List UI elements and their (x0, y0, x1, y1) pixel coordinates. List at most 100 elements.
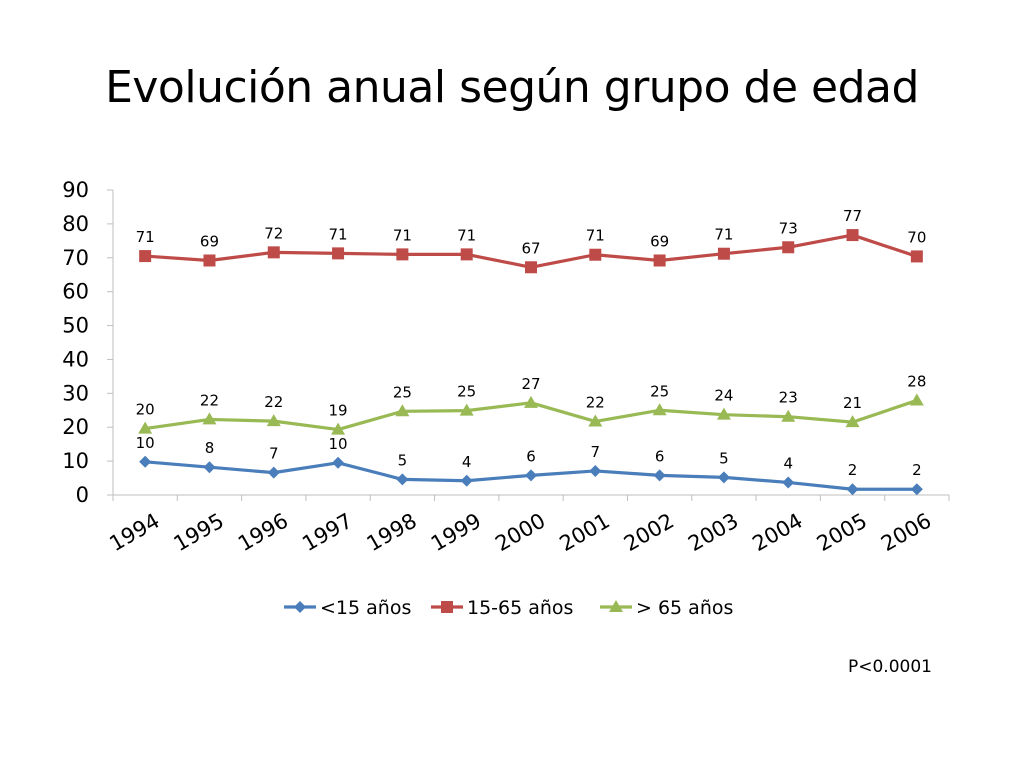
data-label: 22 (200, 391, 219, 409)
x-tick-label: 2004 (748, 509, 806, 557)
data-label: 71 (329, 225, 348, 243)
data-point (846, 229, 859, 242)
x-tick-label: 1998 (363, 509, 421, 557)
data-label: 73 (779, 219, 798, 237)
chart-axes (107, 189, 950, 501)
x-tick-label: 2006 (877, 509, 935, 557)
data-point (332, 456, 345, 469)
data-label: 70 (907, 228, 926, 246)
data-point (460, 248, 473, 261)
data-label: 67 (521, 239, 540, 257)
data-label: 7 (591, 443, 601, 461)
x-tick-label: 2001 (556, 509, 614, 557)
chart-legend: <15 años 15-65 años > 65 años (284, 597, 733, 619)
data-point (652, 403, 667, 416)
x-tick-label: 1995 (170, 509, 228, 557)
data-label: 71 (457, 226, 476, 244)
y-tick-label: 10 (62, 449, 89, 473)
x-tick-label: 2000 (491, 509, 549, 557)
y-tick-label: 20 (62, 415, 89, 439)
data-point (845, 415, 860, 428)
data-label: 72 (264, 224, 283, 242)
x-tick-label: 2003 (684, 509, 742, 557)
data-point (909, 393, 924, 406)
data-label: 4 (462, 453, 472, 471)
data-label: 22 (586, 393, 605, 411)
data-point (653, 469, 666, 482)
x-tick-label: 2005 (813, 509, 871, 557)
data-point (588, 414, 603, 427)
y-tick-label: 50 (62, 314, 89, 338)
data-point (139, 455, 152, 468)
data-point (717, 247, 730, 260)
data-label: 71 (393, 226, 412, 244)
slide-title: Evolución anual según grupo de edad (105, 62, 919, 113)
data-point (910, 483, 923, 496)
legend-marker (294, 601, 306, 613)
data-point (460, 474, 473, 487)
data-point (267, 466, 280, 479)
x-tick-labels: 1994 1995 1996 1997 1998 1999 2000 2001 2002 2003… (105, 509, 935, 557)
data-label: 25 (393, 383, 412, 401)
data-point (202, 412, 217, 425)
data-point (782, 241, 795, 254)
data-point (266, 414, 281, 427)
data-point (653, 254, 666, 267)
data-label: 2 (848, 461, 858, 479)
x-tick-label: 1997 (298, 509, 356, 557)
y-tick-label: 40 (62, 347, 89, 371)
y-tick-label: 80 (62, 212, 89, 236)
data-point (525, 469, 537, 482)
data-point (589, 464, 602, 477)
data-point (716, 407, 731, 420)
data-label: 24 (714, 387, 733, 405)
data-label: 2 (912, 461, 922, 479)
y-tick-label: 0 (76, 483, 89, 507)
series-layer (138, 229, 924, 496)
data-point (396, 248, 409, 261)
data-label: 71 (136, 228, 155, 246)
data-point (396, 473, 409, 486)
data-label: 71 (714, 226, 733, 244)
data-point (331, 422, 346, 435)
data-point (203, 461, 216, 474)
legend-label: <15 años (320, 597, 411, 619)
data-point (525, 261, 537, 274)
data-point (524, 395, 538, 408)
data-point (395, 404, 410, 417)
data-point (139, 250, 152, 263)
data-label: 71 (586, 227, 605, 245)
data-label: 6 (526, 447, 536, 465)
y-tick-labels: 0 10 20 30 40 50 60 70 80 90 (62, 178, 89, 507)
data-label: 5 (719, 449, 729, 467)
p-value-note: P<0.0001 (848, 657, 932, 677)
data-label: 77 (843, 207, 862, 225)
data-label: 28 (907, 372, 926, 390)
legend-label: 15-65 años (467, 597, 573, 619)
data-label: 69 (650, 232, 669, 250)
data-label: 10 (329, 435, 348, 453)
data-label: 4 (783, 454, 793, 472)
data-point (267, 246, 280, 259)
data-label: 6 (655, 447, 665, 465)
y-tick-label: 60 (62, 280, 89, 304)
data-point (782, 476, 795, 489)
legend-marker (441, 601, 453, 613)
data-label: 19 (329, 402, 348, 420)
data-label: 25 (457, 383, 476, 401)
legend-label: > 65 años (636, 597, 733, 619)
x-tick-label: 1996 (234, 509, 292, 557)
data-point (781, 409, 796, 422)
data-point (332, 247, 345, 260)
x-tick-label: 2002 (620, 509, 678, 557)
y-tick-label: 30 (62, 381, 89, 405)
y-tick-label: 90 (62, 178, 89, 202)
legend-marker (609, 600, 623, 612)
data-label: 8 (205, 439, 215, 457)
data-point (846, 483, 859, 496)
data-point (138, 421, 153, 434)
y-tick-label: 70 (62, 246, 89, 270)
data-point (910, 250, 923, 263)
